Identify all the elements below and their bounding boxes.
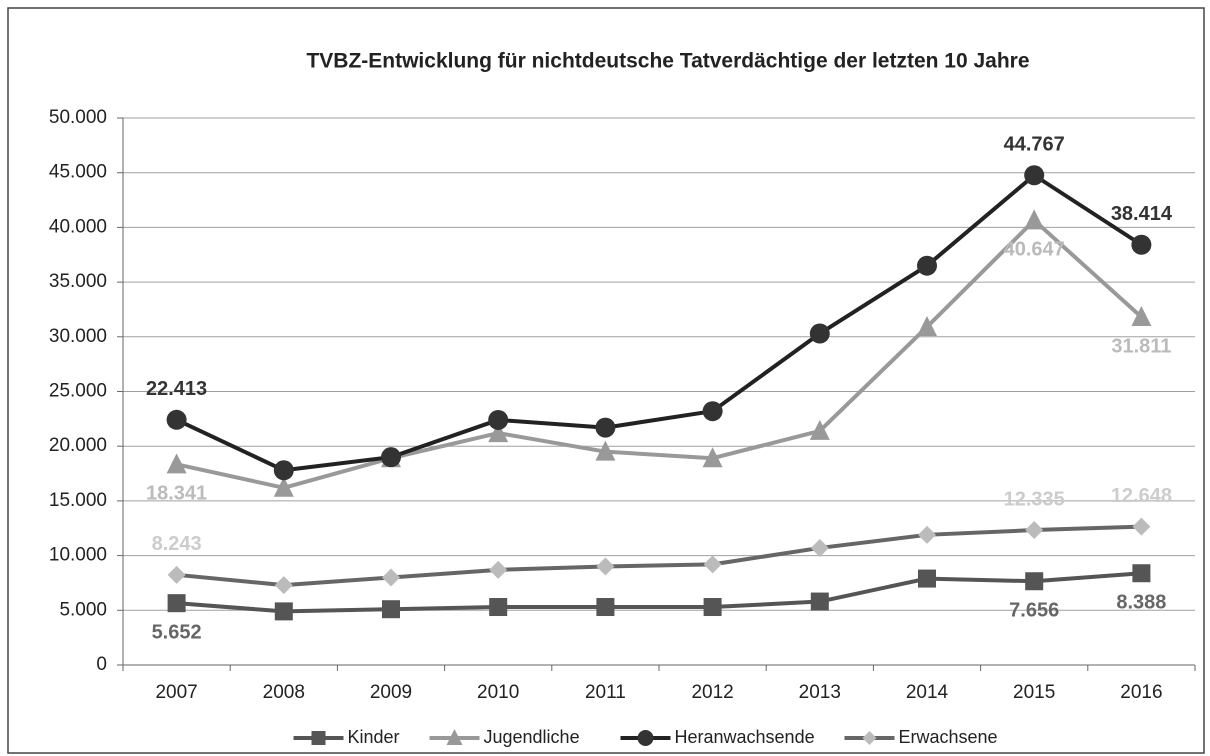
x-tick-label: 2016 (1120, 682, 1162, 703)
marker (489, 560, 508, 579)
marker (595, 440, 616, 461)
x-tick-label: 2010 (477, 682, 519, 703)
marker (1025, 572, 1044, 591)
marker (702, 401, 723, 422)
data-label: 31.811 (1111, 335, 1171, 357)
marker (1131, 305, 1152, 326)
y-tick-label: 20.000 (49, 435, 107, 456)
data-label: 8.243 (152, 533, 202, 555)
marker (596, 557, 615, 576)
marker (274, 602, 293, 621)
x-tick-label: 2015 (1013, 682, 1055, 703)
legend-label: Erwachsene (899, 727, 998, 747)
data-label: 12.648 (1111, 485, 1172, 507)
marker (702, 447, 723, 468)
marker (166, 453, 187, 474)
marker (810, 538, 829, 557)
marker (917, 315, 937, 336)
data-label: 44.767 (1004, 134, 1065, 156)
y-tick-label: 40.000 (49, 216, 107, 237)
marker (918, 525, 936, 544)
marker (917, 255, 937, 276)
data-label: 38.414 (1111, 203, 1173, 225)
marker (703, 555, 722, 574)
marker (273, 476, 294, 497)
series-line (176, 571, 1142, 614)
x-tick-label: 2012 (691, 682, 733, 703)
marker (810, 592, 829, 611)
marker (167, 565, 186, 584)
marker (488, 409, 509, 430)
series-line (176, 524, 1142, 588)
marker (596, 598, 615, 617)
y-tick-label: 45.000 (49, 162, 107, 183)
x-tick-label: 2007 (155, 682, 197, 703)
marker (1131, 234, 1152, 255)
y-tick-label: 25.000 (49, 381, 107, 402)
y-tick-label: 15.000 (49, 490, 107, 511)
marker (637, 730, 654, 746)
series-line (176, 218, 1143, 490)
marker (1025, 521, 1044, 540)
x-tick-label: 2009 (370, 682, 412, 703)
marker (167, 594, 186, 613)
data-label: 5.652 (152, 621, 202, 643)
marker (488, 422, 509, 443)
data-label: 40.647 (1004, 239, 1065, 261)
y-tick-label: 10.000 (49, 545, 107, 566)
marker (274, 576, 293, 595)
marker (382, 568, 400, 587)
legend-label: Heranwachsende (675, 727, 815, 747)
marker (489, 598, 508, 617)
x-tick-label: 2014 (906, 682, 949, 703)
x-tick-label: 2008 (263, 682, 305, 703)
marker (273, 460, 294, 481)
y-tick-label: 50.000 (49, 107, 107, 128)
marker (809, 323, 830, 344)
marker (1024, 165, 1045, 186)
marker (1024, 209, 1045, 230)
y-tick-label: 0 (96, 654, 107, 675)
legend-label: Kinder (348, 727, 400, 747)
marker (382, 600, 400, 619)
legend-label: Jugendliche (484, 727, 580, 747)
x-tick-label: 2013 (799, 682, 841, 703)
marker (595, 417, 616, 438)
y-tick-label: 30.000 (49, 326, 107, 347)
marker (381, 447, 401, 468)
data-label: 22.413 (146, 378, 207, 400)
marker (446, 729, 463, 745)
x-tick-label: 2011 (585, 682, 626, 703)
chart-title: TVBZ-Entwicklung für nichtdeutsche Tatve… (306, 50, 1029, 73)
data-label: 18.341 (146, 483, 207, 505)
chart-frame (7, 7, 1205, 754)
y-tick-label: 5.000 (59, 599, 107, 620)
data-label: 12.335 (1004, 488, 1065, 510)
marker (703, 598, 722, 617)
marker (862, 731, 877, 745)
series-line (175, 173, 1143, 473)
marker (1132, 517, 1151, 536)
marker (918, 569, 936, 588)
marker (311, 731, 326, 745)
data-label: 8.388 (1116, 592, 1166, 614)
marker (166, 409, 187, 430)
marker (809, 419, 830, 440)
y-tick-label: 35.000 (49, 271, 107, 292)
data-label: 7.656 (1009, 600, 1059, 622)
marker (1132, 564, 1151, 583)
